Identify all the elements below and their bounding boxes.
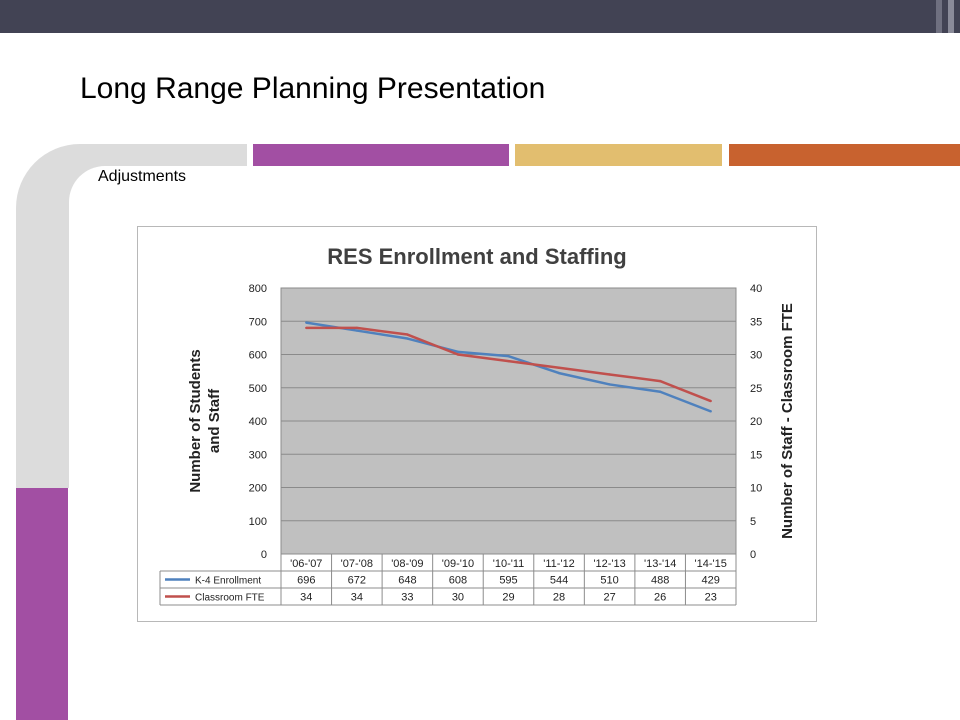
- data-label: 33: [401, 592, 413, 604]
- y2-tick-label: 5: [750, 516, 756, 528]
- y-tick-label: 0: [261, 549, 267, 561]
- data-point: [355, 326, 359, 330]
- data-point: [658, 390, 662, 393]
- data-point: [456, 353, 460, 356]
- y2-tick-label: 10: [750, 483, 762, 495]
- x-tick-label: '09-'10: [442, 558, 474, 570]
- y2-tick-label: 0: [750, 549, 756, 561]
- accent-bar-gray: [80, 144, 247, 166]
- data-point: [406, 337, 409, 340]
- x-tick-label: '06-'07: [290, 558, 322, 570]
- top-bar: [0, 0, 960, 33]
- slide-subtitle: Adjustments: [98, 168, 187, 185]
- enrollment-staffing-chart: RES Enrollment and Staffing0100200300400…: [159, 244, 796, 606]
- x-tick-label: '12-'13: [593, 558, 625, 570]
- data-label: 595: [499, 575, 517, 587]
- top-bar-notch: [936, 0, 942, 33]
- data-label: 429: [702, 575, 720, 587]
- y2-tick-label: 20: [750, 416, 762, 428]
- y-tick-label: 400: [249, 416, 267, 428]
- data-point: [557, 366, 561, 369]
- data-point: [406, 333, 409, 336]
- y2-tick-label: 15: [750, 449, 762, 461]
- slide-title: Long Range Planning Presentation: [80, 72, 546, 105]
- chart-title: RES Enrollment and Staffing: [327, 244, 626, 269]
- data-label: 29: [502, 592, 514, 604]
- data-label: 648: [398, 575, 416, 587]
- data-label: 544: [550, 575, 568, 587]
- data-label: 30: [452, 592, 464, 604]
- y-tick-label: 700: [249, 316, 267, 328]
- data-point: [305, 326, 308, 330]
- y-tick-label: 200: [249, 483, 267, 495]
- data-point: [557, 371, 561, 375]
- y-tick-label: 800: [249, 283, 267, 295]
- y2-tick-label: 35: [750, 316, 762, 328]
- decorative-sidebar: [16, 488, 68, 720]
- data-point: [305, 321, 308, 324]
- data-point: [709, 399, 712, 403]
- x-tick-label: '13-'14: [644, 558, 676, 570]
- data-label: 672: [348, 575, 366, 587]
- data-label: 34: [351, 592, 363, 604]
- accent-bar-purple: [253, 144, 509, 166]
- chart-frame: RES Enrollment and Staffing 0 100 200 300 400…: [137, 226, 817, 622]
- x-tick-label: '11-'12: [543, 558, 575, 570]
- y2-tick-label: 40: [750, 283, 762, 295]
- legend-entry: Classroom FTE: [195, 593, 265, 604]
- data-label: 488: [651, 575, 669, 587]
- y2-tick-label: 25: [750, 383, 762, 395]
- y2-axis-title: Number of Staff - Classroom FTE: [779, 303, 796, 539]
- data-label: 696: [297, 575, 315, 587]
- top-bar-notch: [948, 0, 954, 33]
- data-label: 510: [600, 575, 618, 587]
- x-tick-label: '10-'11: [493, 558, 525, 570]
- data-label: 28: [553, 592, 565, 604]
- data-point: [658, 379, 662, 383]
- data-point: [709, 410, 712, 413]
- y2-tick-label: 30: [750, 350, 762, 362]
- data-label: 34: [300, 592, 312, 604]
- y-tick-label: 600: [249, 350, 267, 362]
- y-axis-title: Number of Students and Staff: [187, 349, 223, 492]
- data-point: [507, 359, 510, 363]
- data-point: [608, 383, 611, 386]
- data-point: [507, 354, 510, 358]
- y-tick-label: 300: [249, 449, 267, 461]
- data-label: 27: [603, 592, 615, 604]
- data-point: [456, 350, 460, 354]
- y-tick-label: 500: [249, 383, 267, 395]
- x-tick-label: '07-'08: [341, 558, 373, 570]
- data-label: 608: [449, 575, 467, 587]
- data-label: 23: [705, 592, 717, 604]
- legend-entry: K-4 Enrollment: [195, 576, 261, 587]
- decorative-curve-inner: [69, 166, 129, 488]
- data-point: [355, 329, 359, 332]
- y-tick-label: 100: [249, 516, 267, 528]
- x-tick-label: '08-'09: [391, 558, 423, 570]
- accent-bar-gold: [515, 144, 722, 166]
- data-point: [608, 373, 611, 376]
- x-tick-label: '14-'15: [695, 558, 727, 570]
- data-label: 26: [654, 592, 666, 604]
- accent-bar-orange: [729, 144, 960, 166]
